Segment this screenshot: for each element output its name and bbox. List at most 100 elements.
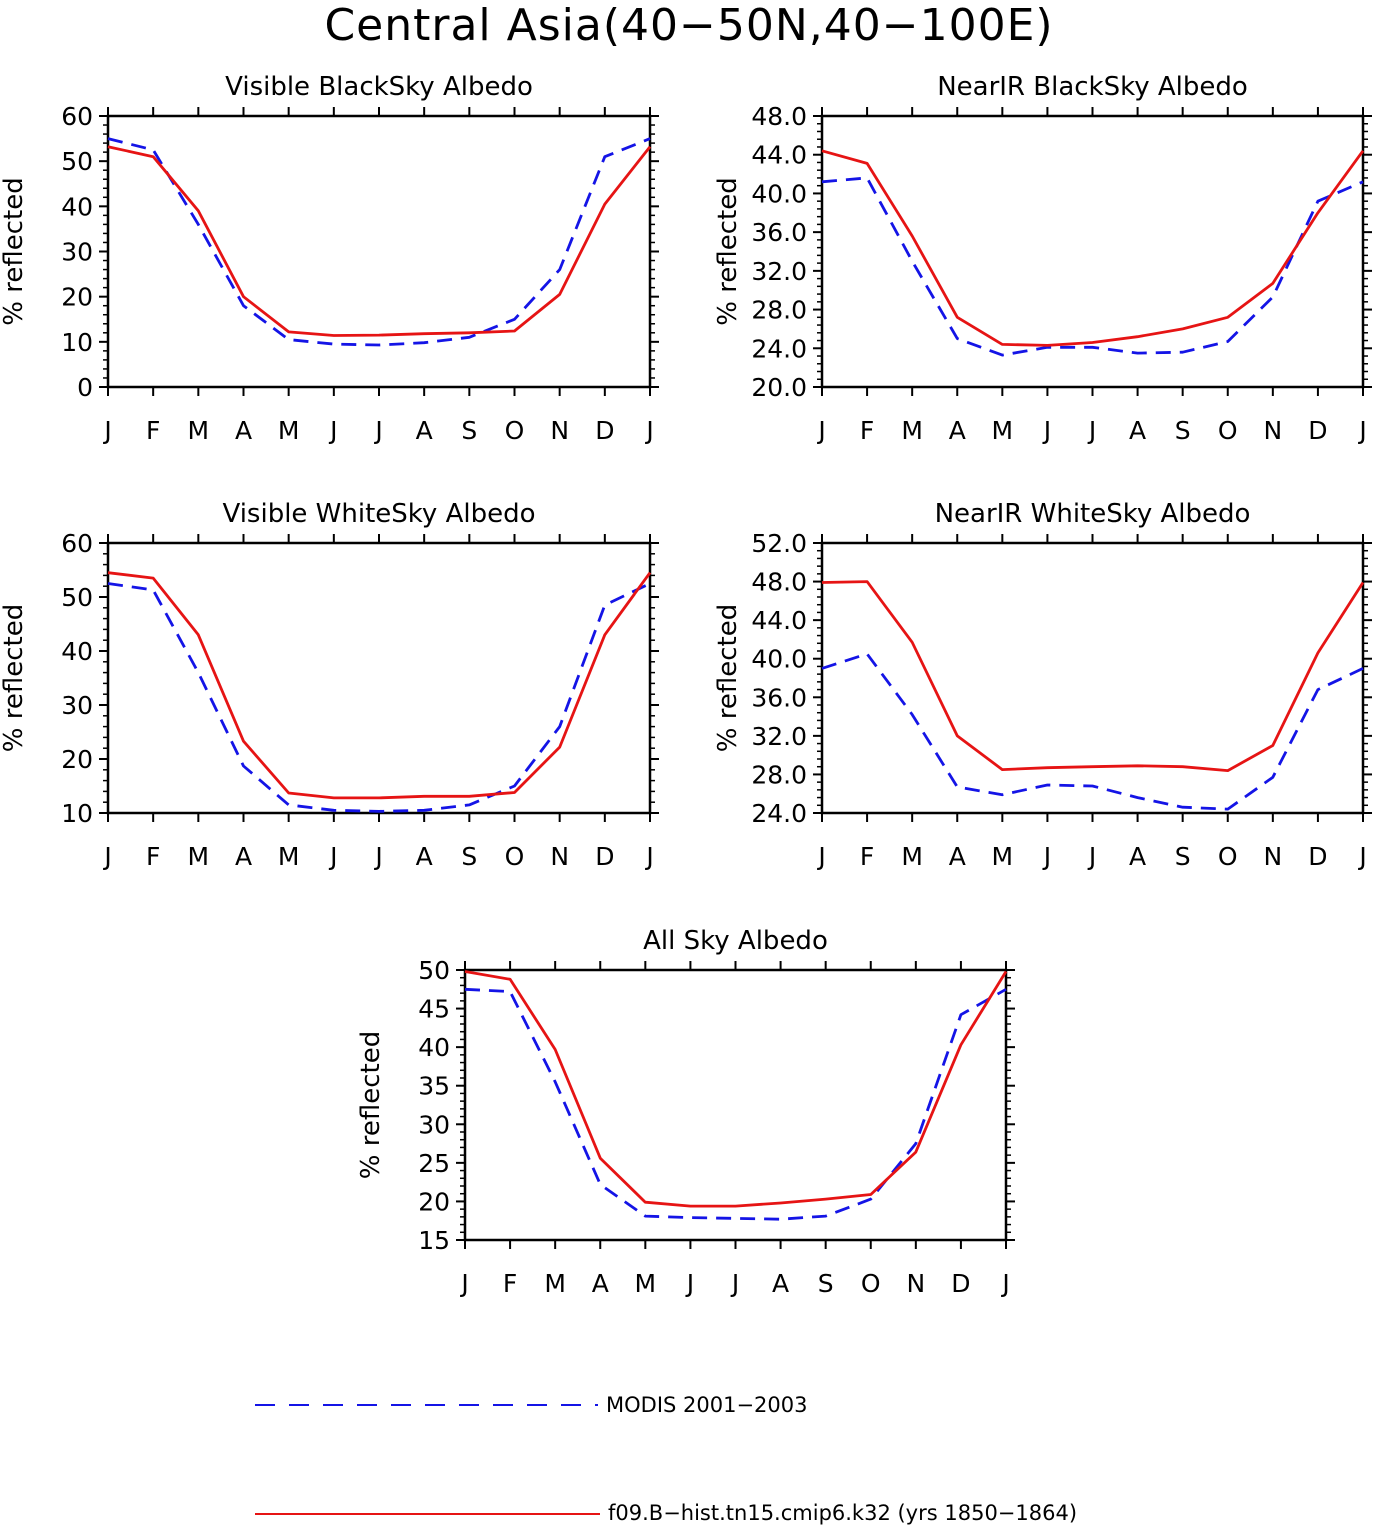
x-tick-label: M (278, 842, 300, 871)
y-tick-label: 40 (61, 637, 93, 666)
y-tick-label: 20 (61, 283, 93, 312)
y-tick-label: 36.0 (751, 683, 807, 712)
y-tick-label: 32.0 (751, 722, 807, 751)
y-tick-label: 40 (418, 1033, 450, 1062)
y-axis-label: % reflected (713, 177, 743, 325)
x-tick-label: N (1263, 416, 1282, 445)
figure-title: Central Asia(40−50N,40−100E) (324, 0, 1054, 51)
x-tick-label: J (1042, 842, 1051, 871)
y-tick-label: 36.0 (751, 218, 807, 247)
x-tick-label: D (595, 842, 614, 871)
x-tick-label: J (730, 1269, 739, 1298)
x-tick-label: D (951, 1269, 970, 1298)
x-tick-label: S (818, 1269, 834, 1298)
y-axis-label: % reflected (0, 177, 29, 325)
y-tick-label: 50 (418, 956, 450, 985)
chart-panel-5: All Sky Albedo % reflected 15 20 25 30 35 40 45 5… (356, 926, 1015, 1298)
x-tick-label: S (1175, 416, 1191, 445)
x-tick-label: O (1218, 416, 1238, 445)
chart-panel-1: Visible BlackSky Albedo % reflected 0 10 20 3… (0, 72, 659, 445)
panel-title: NearIR WhiteSky Albedo (935, 499, 1251, 529)
chart-panel-4: NearIR WhiteSky Albedo % reflected 24.0 28.… (713, 499, 1372, 871)
series-line-modis (821, 652, 1364, 811)
x-tick-label: J (1000, 1269, 1009, 1298)
y-axis-label: % reflected (356, 1031, 386, 1179)
x-tick-label: J (328, 416, 337, 445)
y-tick-label: 30 (61, 691, 93, 720)
series-line-model (107, 145, 652, 337)
plot-frame (463, 968, 1008, 1242)
x-tick-label: J (1087, 416, 1096, 445)
x-tick-label: F (146, 842, 160, 871)
y-axis-label: % reflected (713, 604, 743, 752)
x-tick-label: A (416, 842, 433, 871)
x-tick-label: M (544, 1269, 566, 1298)
x-tick-label: J (1042, 416, 1051, 445)
x-tick-label: J (644, 416, 653, 445)
x-tick-label: A (949, 842, 966, 871)
series-line-model (821, 149, 1365, 347)
x-tick-label: M (188, 416, 210, 445)
y-tick-label: 30 (61, 238, 93, 267)
x-tick-label: D (1308, 842, 1327, 871)
legend-entry-modis: MODIS 2001−2003 (0, 1392, 1378, 1422)
plot-frame (820, 541, 1365, 815)
x-tick-label: S (461, 416, 477, 445)
y-tick-label: 44.0 (751, 141, 807, 170)
x-tick-label: O (1218, 842, 1238, 871)
x-tick-label: D (595, 416, 614, 445)
x-tick-label: J (328, 842, 337, 871)
x-tick-label: J (685, 1269, 694, 1298)
x-tick-label: J (644, 842, 653, 871)
x-tick-label: F (860, 842, 874, 871)
x-tick-label: M (901, 416, 923, 445)
series-line-model (107, 571, 652, 800)
x-tick-label: O (505, 842, 525, 871)
y-tick-label: 10 (61, 799, 93, 828)
x-tick-label: J (816, 842, 825, 871)
panel-title: Visible WhiteSky Albedo (222, 499, 535, 529)
y-tick-label: 45 (418, 995, 450, 1024)
y-tick-label: 35 (418, 1072, 450, 1101)
y-tick-label: 48.0 (751, 102, 807, 131)
y-tick-label: 32.0 (751, 257, 807, 286)
x-tick-label: N (550, 416, 569, 445)
x-tick-label: M (188, 842, 210, 871)
x-tick-label: J (373, 416, 382, 445)
x-tick-label: O (861, 1269, 881, 1298)
y-tick-label: 48.0 (751, 568, 807, 597)
y-tick-label: 40.0 (751, 179, 807, 208)
y-tick-label: 40.0 (751, 645, 807, 674)
series-line-model (821, 580, 1365, 772)
x-tick-label: N (1263, 842, 1282, 871)
series-line-modis (107, 137, 651, 347)
y-tick-label: 44.0 (751, 606, 807, 635)
x-tick-label: M (635, 1269, 657, 1298)
x-tick-label: J (1357, 416, 1366, 445)
x-tick-label: J (102, 842, 111, 871)
x-tick-label: F (503, 1269, 517, 1298)
x-tick-label: S (461, 842, 477, 871)
x-tick-label: J (816, 416, 825, 445)
y-tick-label: 24.0 (751, 334, 807, 363)
legend-entry-model: f09.B−hist.tn15.cmip6.k32 (yrs 1850−1864… (0, 1500, 1378, 1530)
y-tick-label: 15 (418, 1226, 450, 1255)
x-tick-label: J (373, 842, 382, 871)
x-tick-label: O (505, 416, 525, 445)
plot-frame (106, 541, 652, 815)
y-tick-label: 50 (61, 583, 93, 612)
x-tick-label: A (416, 416, 433, 445)
x-tick-label: M (278, 416, 300, 445)
series-line-model (464, 970, 1008, 1208)
x-tick-label: F (146, 416, 160, 445)
y-axis-label: % reflected (0, 604, 29, 752)
x-tick-label: A (772, 1269, 789, 1298)
x-tick-label: A (235, 842, 252, 871)
y-tick-label: 10 (61, 328, 93, 357)
y-tick-label: 20 (61, 745, 93, 774)
y-tick-label: 30 (418, 1110, 450, 1139)
x-tick-label: J (1087, 842, 1096, 871)
y-tick-label: 24.0 (751, 799, 807, 828)
x-tick-label: N (550, 842, 569, 871)
